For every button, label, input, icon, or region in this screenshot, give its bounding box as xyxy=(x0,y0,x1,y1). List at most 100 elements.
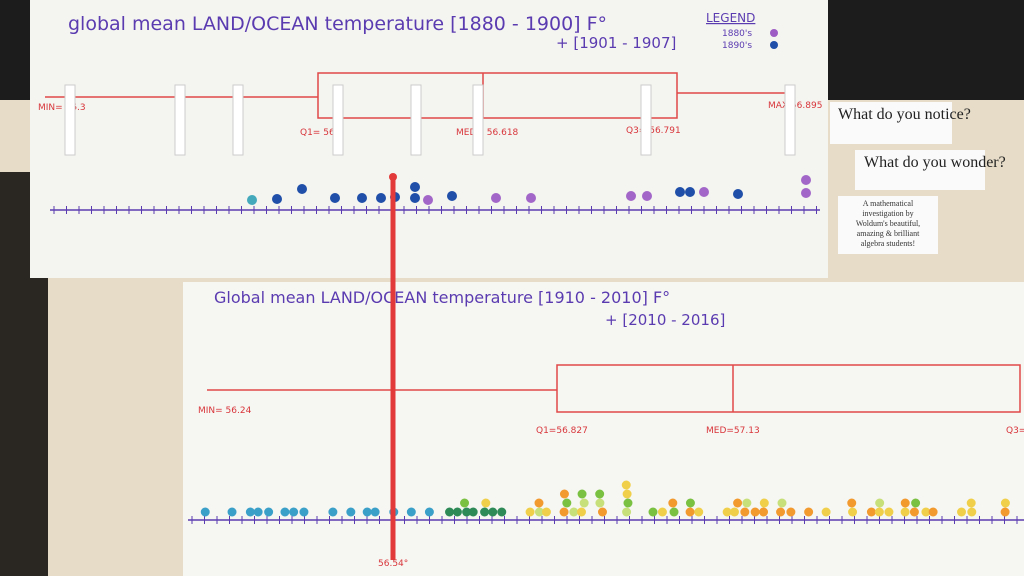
dot xyxy=(884,507,894,517)
dot xyxy=(541,507,551,517)
dot xyxy=(597,507,607,517)
dot xyxy=(289,507,299,517)
q1-label: Q1=56.827 xyxy=(536,426,588,436)
dot xyxy=(272,194,282,204)
dot xyxy=(626,191,636,201)
q1-label: Q1= 56.4 xyxy=(300,128,344,138)
dot xyxy=(445,507,455,517)
dot xyxy=(1000,507,1010,517)
dot xyxy=(481,498,491,508)
dot xyxy=(406,507,416,517)
dot xyxy=(874,507,884,517)
dot xyxy=(559,507,569,517)
dot xyxy=(957,507,967,517)
dot xyxy=(742,498,752,508)
dot xyxy=(200,507,210,517)
paper-tag xyxy=(472,84,484,156)
median-label: MED=57.13 xyxy=(706,426,760,436)
dot xyxy=(909,507,919,517)
note-line: A mathematical xyxy=(863,199,914,208)
signs: What do you notice? What do you wonder? xyxy=(830,102,1006,254)
dot xyxy=(595,489,605,499)
dot xyxy=(488,507,498,517)
paper-tag xyxy=(174,84,186,156)
dot xyxy=(900,507,910,517)
dot xyxy=(847,498,857,508)
poster-1-content: global mean LAND/OCEAN temperature [1880… xyxy=(38,11,822,138)
reference-label: 56.54° xyxy=(378,559,408,569)
poster-1 xyxy=(30,0,828,278)
dot xyxy=(357,193,367,203)
dot xyxy=(675,187,685,197)
dot xyxy=(462,507,472,517)
dot xyxy=(534,507,544,517)
note-line: Woldum's beautiful, xyxy=(856,219,920,228)
dot xyxy=(777,498,787,508)
poster-2-title: Global mean LAND/OCEAN temperature [1910… xyxy=(214,288,670,307)
dot xyxy=(362,507,372,517)
dot xyxy=(526,193,536,203)
dot xyxy=(410,182,420,192)
dot xyxy=(685,498,695,508)
dot xyxy=(669,507,679,517)
dot xyxy=(264,507,274,517)
legend-dot xyxy=(770,41,778,49)
paper-tag xyxy=(332,84,344,156)
dot xyxy=(480,507,490,517)
dot xyxy=(423,195,433,205)
dot xyxy=(866,507,876,517)
dot xyxy=(685,507,695,517)
dot xyxy=(685,187,695,197)
dot xyxy=(804,507,814,517)
box xyxy=(556,364,1021,413)
dot xyxy=(848,507,858,517)
sign-card xyxy=(855,150,985,190)
dot xyxy=(410,193,420,203)
dot xyxy=(622,489,632,499)
dot xyxy=(921,507,931,517)
dot xyxy=(424,507,434,517)
dot xyxy=(801,175,811,185)
dot xyxy=(245,507,255,517)
poster-1-subtitle: + [1901 - 1907] xyxy=(556,34,676,52)
q3-label: Q3= xyxy=(1006,426,1024,436)
dot xyxy=(911,498,921,508)
note-line: investigation by xyxy=(862,209,913,218)
poster-2-subtitle: + [2010 - 2016] xyxy=(605,311,725,329)
dot xyxy=(622,507,632,517)
dot xyxy=(491,193,501,203)
dot xyxy=(740,507,750,517)
dot xyxy=(460,498,470,508)
dot xyxy=(900,498,910,508)
dot xyxy=(621,480,631,490)
dot xyxy=(966,498,976,508)
dot xyxy=(821,507,831,517)
dot xyxy=(668,498,678,508)
dot xyxy=(534,498,544,508)
paper-tag xyxy=(640,84,652,156)
dot xyxy=(928,507,938,517)
paper-tag xyxy=(232,84,244,156)
dot xyxy=(330,193,340,203)
dot xyxy=(297,184,307,194)
min-label: MIN= 56.24 xyxy=(198,406,252,416)
dot xyxy=(595,498,605,508)
dot xyxy=(577,507,587,517)
q3-label: Q3= 56.791 xyxy=(626,126,681,136)
dot xyxy=(623,498,633,508)
dot xyxy=(376,193,386,203)
dot xyxy=(328,507,338,517)
dot xyxy=(346,507,356,517)
dot xyxy=(468,507,478,517)
dot xyxy=(497,507,507,517)
sign-notice: What do you notice? xyxy=(838,106,971,123)
dot xyxy=(247,195,257,205)
dot xyxy=(579,498,589,508)
note-card xyxy=(838,196,938,254)
median-label: MED= 56.618 xyxy=(456,128,519,138)
dot xyxy=(759,498,769,508)
poster-2 xyxy=(183,282,1024,576)
note-line: algebra students! xyxy=(861,239,915,248)
dot xyxy=(525,507,535,517)
dot xyxy=(1000,498,1010,508)
